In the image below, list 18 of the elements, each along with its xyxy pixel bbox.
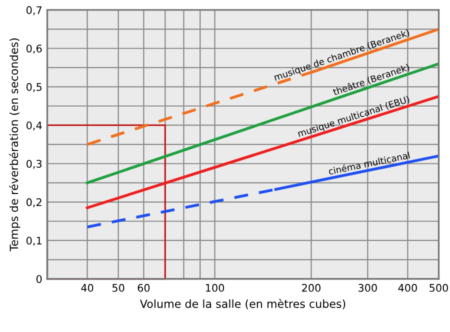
y-tick-label: 0	[36, 275, 42, 283]
y-tick-label: 0,3	[26, 160, 42, 169]
x-axis-title: Volume de la salle (en mètres cubes)	[140, 298, 346, 310]
x-tick-label: 50	[112, 284, 124, 292]
y-tick-label: 0,4	[26, 121, 42, 130]
x-tick-label: 100	[206, 284, 224, 292]
x-tick-label: 40	[81, 284, 94, 292]
y-tick-label: 0,7	[26, 6, 42, 16]
y-axis-title: Temps de réverbération (en secondes)	[9, 38, 20, 252]
y-tick-label: 0,2	[26, 198, 42, 208]
y-tick-label: 0,6	[26, 44, 42, 54]
x-tick-label: 60	[138, 284, 150, 292]
x-tick-label: 400	[398, 284, 417, 292]
x-tick-label: 200	[302, 284, 320, 292]
x-tick-label: 300	[358, 284, 377, 292]
y-tick-label: 0,1	[26, 236, 42, 246]
x-tick-label: 500	[430, 284, 448, 292]
y-tick-label: 0,5	[26, 83, 42, 92]
